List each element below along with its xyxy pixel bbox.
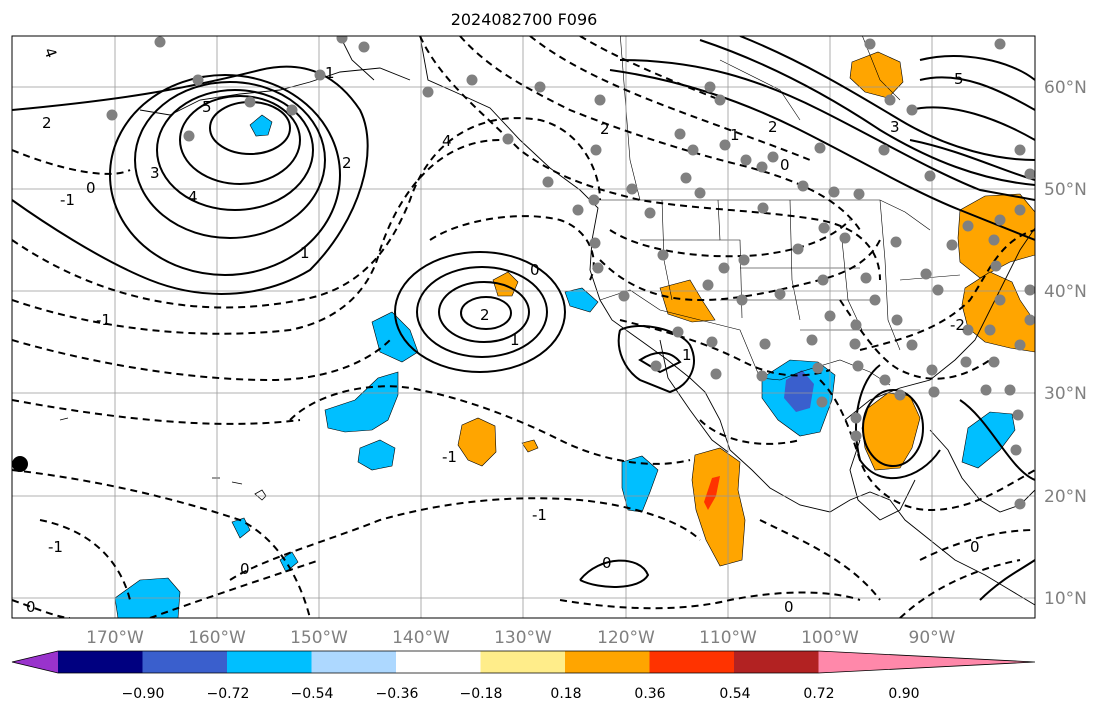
- colorbar-segment: [565, 651, 650, 673]
- contour-label: 4: [442, 132, 452, 150]
- contour-label: 0: [26, 598, 36, 616]
- contour-label: 0: [602, 554, 612, 572]
- station-marker-large: [12, 456, 28, 472]
- contour-label: 0: [784, 598, 794, 616]
- contour-label: -2: [950, 316, 965, 334]
- dashed-contours: [12, 36, 1035, 618]
- colorbar-segment: [480, 651, 566, 673]
- solid-contours: [12, 36, 1035, 601]
- contour-label: 0: [530, 261, 540, 279]
- lat-label: 20°N: [1044, 487, 1087, 507]
- lon-label: 90°W: [909, 628, 956, 648]
- contour-label: 5: [954, 70, 964, 88]
- colorbar-tick-label: 0.72: [803, 686, 834, 702]
- lat-label: 60°N: [1044, 78, 1087, 98]
- lon-label: 130°W: [494, 628, 552, 648]
- colorbar-outline: [11, 650, 1036, 674]
- shade-cyan-2: [961, 411, 1016, 469]
- longitude-labels: 170°W 160°W 150°W 140°W 130°W 120°W 110°…: [86, 628, 956, 648]
- lon-label: 150°W: [290, 628, 348, 648]
- lat-label: 10°N: [1044, 589, 1087, 609]
- contour-label: -1: [532, 506, 547, 524]
- graticule: [12, 36, 1035, 618]
- colorbar-segment: [142, 651, 228, 673]
- colorbar: [11, 650, 1036, 674]
- shade-cyan-6: [564, 287, 599, 313]
- colorbar-tick-labels: −0.90 −0.72 −0.54 −0.36 −0.18 0.18 0.36 …: [122, 686, 920, 702]
- contour-label: 1: [300, 244, 310, 262]
- shade-cyan-11: [249, 114, 273, 137]
- contour-label: -1: [96, 311, 111, 329]
- contour-label: 0: [780, 156, 790, 174]
- anomaly-shading: [114, 51, 1035, 618]
- shade-orange-8: [492, 271, 519, 297]
- station-markers: [106, 36, 1035, 510]
- latitude-labels: 60°N 50°N 40°N 30°N 20°N 10°N: [1044, 78, 1087, 609]
- contour-label: -1: [60, 191, 75, 209]
- colorbar-segment: [311, 651, 397, 673]
- contour-label: 5: [202, 98, 212, 116]
- colorbar-tick-label: 0.54: [719, 686, 750, 702]
- colorbar-segment: [734, 651, 819, 673]
- contour-label: -1: [48, 538, 63, 556]
- map-frame: [11, 35, 1036, 619]
- contour-label: 0: [240, 560, 250, 578]
- lat-label: 40°N: [1044, 282, 1087, 302]
- lat-label: 50°N: [1044, 180, 1087, 200]
- shade-orange-6: [691, 447, 746, 567]
- shade-red-1: [704, 476, 720, 510]
- shade-orange-1: [849, 51, 904, 99]
- contour-label: 4: [188, 188, 198, 206]
- contour-label: 1: [325, 64, 335, 82]
- contour-label-layer: 4 2 5 3 4 1 0 -1 2 -1 4 2 1 0 2 5 3 1 0 …: [26, 45, 980, 616]
- shade-orange-3: [961, 271, 1035, 353]
- contour-label: 3: [890, 118, 900, 136]
- contour-label: 0: [86, 179, 96, 197]
- contour-label: 3: [150, 164, 160, 182]
- colorbar-tick-label: −0.18: [460, 686, 503, 702]
- colorbar-tick-label: 0.36: [634, 686, 665, 702]
- colorbar-tick-label: −0.90: [122, 686, 165, 702]
- colorbar-tick-label: −0.54: [291, 686, 334, 702]
- contour-label: 1: [510, 331, 520, 349]
- colorbar-segment: [649, 651, 735, 673]
- lon-label: 160°W: [188, 628, 246, 648]
- shade-orange-5: [659, 279, 716, 323]
- lon-label: 110°W: [699, 628, 757, 648]
- contour-label: 2: [480, 306, 490, 324]
- contour-label: 2: [342, 154, 352, 172]
- lon-label: 100°W: [801, 628, 859, 648]
- shade-cyan-10: [279, 551, 299, 573]
- contour-label: 2: [42, 114, 52, 132]
- shade-cyan-4: [357, 439, 396, 471]
- shade-orange-7: [457, 417, 497, 467]
- contour-label: 0: [970, 538, 980, 556]
- shade-blue-1: [784, 370, 814, 412]
- map-title: 2024082700 F096: [450, 10, 598, 29]
- contour-label: 1: [730, 126, 740, 144]
- shade-orange-9: [521, 439, 539, 453]
- colorbar-extend-min: [12, 651, 58, 673]
- lon-label: 120°W: [597, 628, 655, 648]
- contour-label: 1: [682, 346, 692, 364]
- colorbar-tick-label: −0.36: [376, 686, 419, 702]
- colorbar-extend-max: [818, 651, 1035, 673]
- colorbar-tick-label: 0.90: [888, 686, 919, 702]
- contour-label: 2: [600, 120, 610, 138]
- lat-label: 30°N: [1044, 384, 1087, 404]
- shade-cyan-7: [621, 455, 659, 513]
- lon-label: 170°W: [86, 628, 144, 648]
- contour-label: 2: [768, 118, 778, 136]
- contour-label: -1: [442, 448, 457, 466]
- colorbar-segment: [58, 651, 143, 673]
- colorbar-segment: [396, 651, 481, 673]
- colorbar-tick-label: 0.18: [550, 686, 581, 702]
- lon-label: 140°W: [392, 628, 450, 648]
- colorbar-segment: [227, 651, 312, 673]
- colorbar-tick-label: −0.72: [207, 686, 250, 702]
